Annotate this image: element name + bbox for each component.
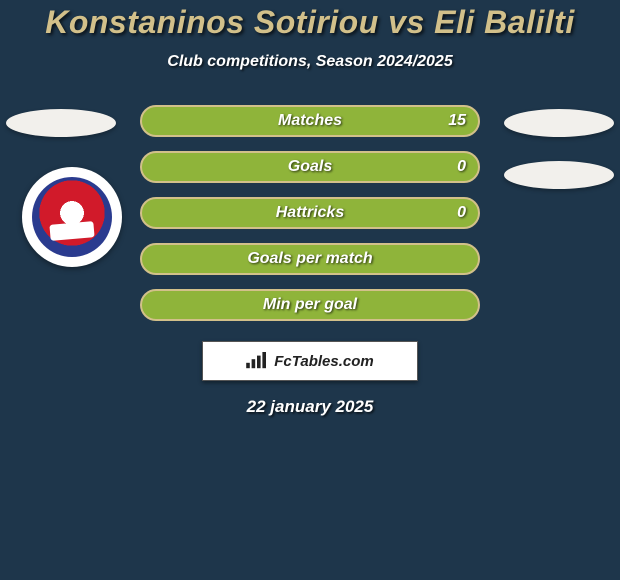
player-left-placeholder-icon <box>6 109 116 137</box>
stat-bar-goals-per-match: Goals per match <box>140 243 480 275</box>
stats-arena: Matches 15 Goals 0 Hattricks 0 Goals per… <box>0 105 620 417</box>
stat-value-right: 15 <box>448 112 466 130</box>
stat-label: Goals <box>288 158 332 176</box>
attribution-box: FcTables.com <box>202 341 418 381</box>
player-right-placeholder-icon <box>504 109 614 137</box>
stat-bar-min-per-goal: Min per goal <box>140 289 480 321</box>
attribution-text: FcTables.com <box>274 353 373 370</box>
stat-label: Min per goal <box>263 296 357 314</box>
club-logo-left <box>22 167 122 267</box>
stat-label: Hattricks <box>276 204 344 222</box>
club-right-placeholder-icon <box>504 161 614 189</box>
bar-chart-icon <box>246 352 268 370</box>
infographic: Konstaninos Sotiriou vs Eli Balilti Club… <box>0 0 620 580</box>
stat-value-right: 0 <box>457 204 466 222</box>
stat-bars: Matches 15 Goals 0 Hattricks 0 Goals per… <box>140 105 480 321</box>
club-crest-icon <box>32 177 112 257</box>
stat-value-right: 0 <box>457 158 466 176</box>
stat-bar-hattricks: Hattricks 0 <box>140 197 480 229</box>
stat-label: Goals per match <box>247 250 372 268</box>
season-subtitle: Club competitions, Season 2024/2025 <box>0 53 620 71</box>
stat-label: Matches <box>278 112 342 130</box>
stat-bar-goals: Goals 0 <box>140 151 480 183</box>
page-title: Konstaninos Sotiriou vs Eli Balilti <box>0 4 620 41</box>
stat-bar-matches: Matches 15 <box>140 105 480 137</box>
snapshot-date: 22 january 2025 <box>0 397 620 417</box>
